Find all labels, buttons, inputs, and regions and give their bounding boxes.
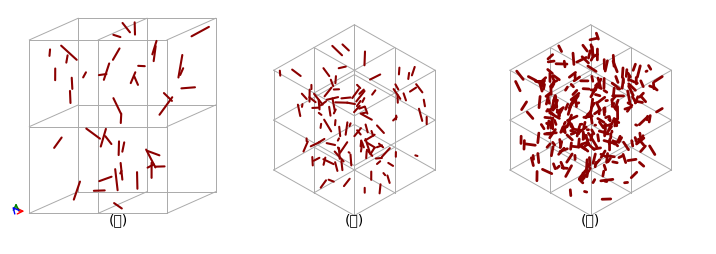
Text: (가): (가): [109, 213, 127, 227]
Text: (나): (나): [345, 213, 364, 227]
Text: (다): (다): [581, 213, 600, 227]
